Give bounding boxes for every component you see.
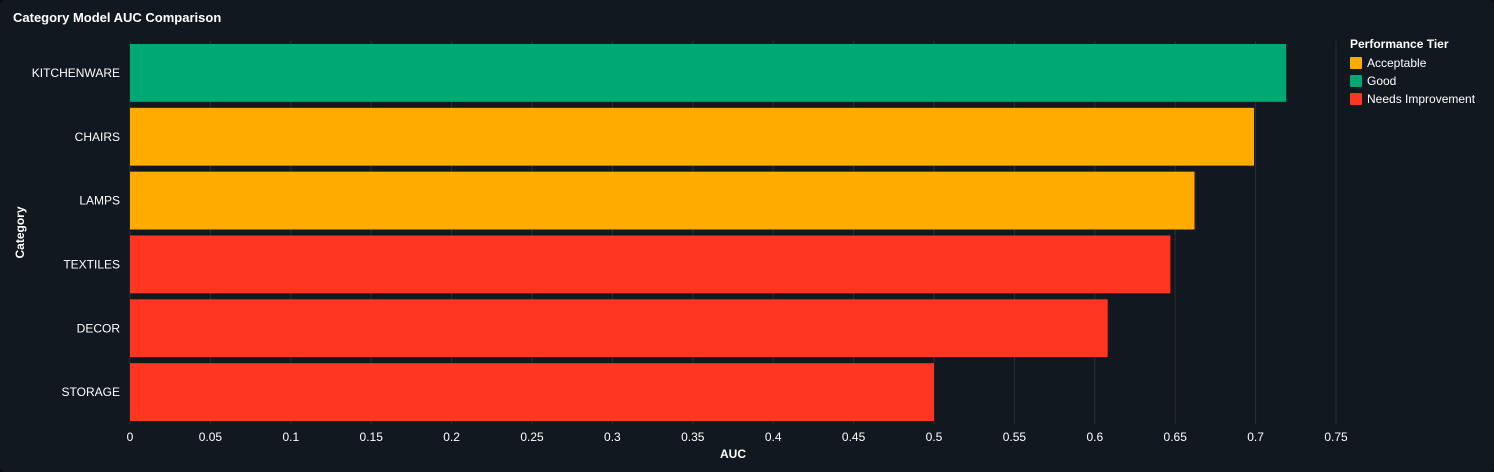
x-tick-label: 0.6 [1086, 430, 1103, 444]
y-tick-label: DECOR [77, 321, 121, 335]
bar-textiles[interactable] [130, 235, 1171, 294]
legend-swatch-needs-improvement [1350, 93, 1362, 105]
legend-item-acceptable[interactable]: Acceptable [1350, 54, 1475, 72]
x-tick-label: 0.55 [1003, 430, 1027, 444]
bar-storage[interactable] [130, 363, 934, 421]
legend-swatch-acceptable [1350, 57, 1362, 69]
bar-decor[interactable] [130, 299, 1108, 358]
x-tick-label: 0.4 [765, 430, 782, 444]
x-tick-label: 0.7 [1247, 430, 1264, 444]
legend-item-needs-improvement[interactable]: Needs Improvement [1350, 90, 1475, 108]
y-tick-label: KITCHENWARE [32, 66, 120, 80]
legend-label-needs-improvement: Needs Improvement [1367, 92, 1476, 106]
legend-swatch-good [1350, 75, 1362, 87]
y-tick-label: LAMPS [79, 194, 120, 208]
legend-label-good: Good [1367, 74, 1397, 88]
legend-title: Performance Tier [1350, 37, 1449, 51]
y-tick-label: TEXTILES [63, 257, 120, 271]
x-tick-label: 0.25 [520, 430, 544, 444]
y-tick-label: CHAIRS [75, 130, 120, 144]
chart-title: Category Model AUC Comparison [13, 10, 222, 25]
x-axis-title: AUC [720, 447, 746, 461]
x-tick-label: 0.15 [360, 430, 384, 444]
legend-label-acceptable: Acceptable [1367, 56, 1427, 70]
y-axis-title: Category [13, 206, 27, 258]
x-tick-label: 0.35 [681, 430, 705, 444]
x-tick-label: 0.2 [443, 430, 460, 444]
x-tick-label: 0.45 [842, 430, 866, 444]
x-tick-label: 0.5 [926, 430, 943, 444]
x-tick-label: 0 [127, 430, 134, 444]
x-tick-label: 0.05 [199, 430, 223, 444]
bar-kitchenware[interactable] [130, 44, 1287, 102]
bar-lamps[interactable] [130, 171, 1195, 230]
x-tick-label: 0.1 [282, 430, 299, 444]
y-tick-label: STORAGE [62, 385, 120, 399]
legend-item-good[interactable]: Good [1350, 72, 1475, 90]
legend: Performance Tier Acceptable Good Needs I… [1350, 37, 1475, 108]
bar-chairs[interactable] [130, 107, 1254, 166]
x-tick-label: 0.65 [1164, 430, 1188, 444]
x-tick-label: 0.3 [604, 430, 621, 444]
x-tick-label: 0.75 [1324, 430, 1348, 444]
